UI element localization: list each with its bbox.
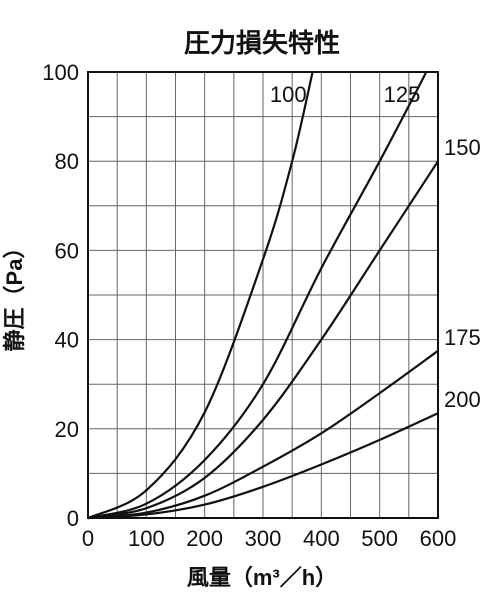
- x-tick-label: 500: [361, 526, 398, 551]
- series-label-100: 100: [270, 82, 307, 107]
- x-tick-label: 200: [186, 526, 223, 551]
- series-label-125: 125: [384, 82, 421, 107]
- series-line-175: [87, 349, 439, 520]
- y-axis-label: 静圧（Pa）: [2, 237, 27, 352]
- series-line-100: [87, 71, 314, 520]
- grid: [88, 72, 438, 518]
- chart-title: 圧力損失特性: [184, 28, 340, 58]
- y-tick-label: 0: [67, 506, 79, 531]
- x-tick-label: 400: [303, 526, 340, 551]
- x-tick-label: 100: [128, 526, 165, 551]
- series-line-200: [87, 412, 439, 520]
- y-tick-label: 20: [55, 417, 79, 442]
- series-labels: 100 125 150 175 200: [270, 82, 481, 412]
- series-line-125: [87, 71, 428, 520]
- y-tick-label: 80: [55, 149, 79, 174]
- series-curves: [87, 71, 439, 520]
- x-axis-label: 風量（m³／h）: [187, 565, 337, 590]
- x-tick-label: 600: [420, 526, 457, 551]
- y-tick-label: 100: [42, 60, 79, 85]
- series-line-150: [87, 160, 439, 520]
- y-tick-label: 60: [55, 238, 79, 263]
- series-label-175: 175: [444, 325, 481, 350]
- x-tick-label: 0: [82, 526, 94, 551]
- series-label-200: 200: [444, 387, 481, 412]
- plot-frame: [87, 71, 439, 519]
- series-label-150: 150: [444, 135, 481, 160]
- tick-labels: 0 100 200 300 400 500 600 0 20 40 60 80 100: [42, 60, 456, 551]
- y-tick-label: 40: [55, 328, 79, 353]
- x-tick-label: 300: [245, 526, 282, 551]
